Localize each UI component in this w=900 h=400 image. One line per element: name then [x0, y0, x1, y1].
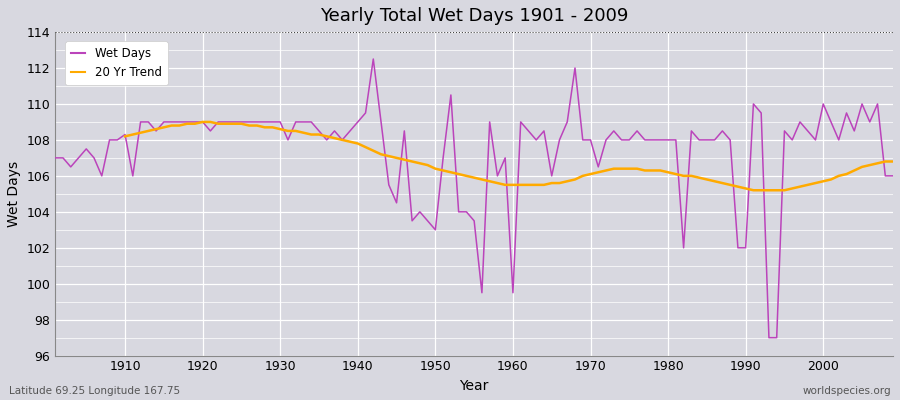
Wet Days	[368, 57, 379, 62]
Y-axis label: Wet Days: Wet Days	[7, 161, 21, 227]
20 Yr Trend	[585, 172, 596, 176]
Line: Wet Days: Wet Days	[55, 59, 893, 338]
Wet Days	[887, 174, 898, 178]
20 Yr Trend	[748, 188, 759, 193]
Legend: Wet Days, 20 Yr Trend: Wet Days, 20 Yr Trend	[66, 41, 167, 85]
20 Yr Trend	[864, 163, 875, 168]
Wet Days	[50, 156, 60, 160]
Text: Latitude 69.25 Longitude 167.75: Latitude 69.25 Longitude 167.75	[9, 386, 180, 396]
20 Yr Trend	[887, 159, 898, 164]
Wet Days	[283, 138, 293, 142]
20 Yr Trend	[842, 172, 852, 176]
Wet Days	[508, 290, 518, 295]
20 Yr Trend	[306, 132, 317, 137]
Wet Days	[763, 335, 774, 340]
Title: Yearly Total Wet Days 1901 - 2009: Yearly Total Wet Days 1901 - 2009	[320, 7, 628, 25]
20 Yr Trend	[197, 120, 208, 124]
Line: 20 Yr Trend: 20 Yr Trend	[125, 122, 893, 190]
Wet Days	[112, 138, 122, 142]
Text: worldspecies.org: worldspecies.org	[803, 386, 891, 396]
Wet Days	[329, 128, 340, 133]
20 Yr Trend	[274, 127, 285, 132]
20 Yr Trend	[120, 134, 130, 139]
X-axis label: Year: Year	[460, 379, 489, 393]
Wet Days	[608, 128, 619, 133]
Wet Days	[516, 120, 526, 124]
20 Yr Trend	[523, 182, 534, 187]
